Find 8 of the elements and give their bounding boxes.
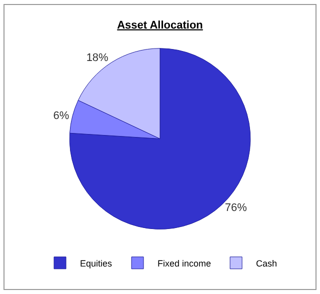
chart-title: Asset Allocation [117,19,204,32]
data-label: 6% [53,110,70,122]
legend-label: Cash [256,258,278,268]
data-label: 76% [224,202,248,214]
legend-label: Fixed income [158,258,212,268]
pie-slice [70,48,251,230]
legend-label: Equities [80,258,113,268]
data-label: 18% [86,52,109,64]
